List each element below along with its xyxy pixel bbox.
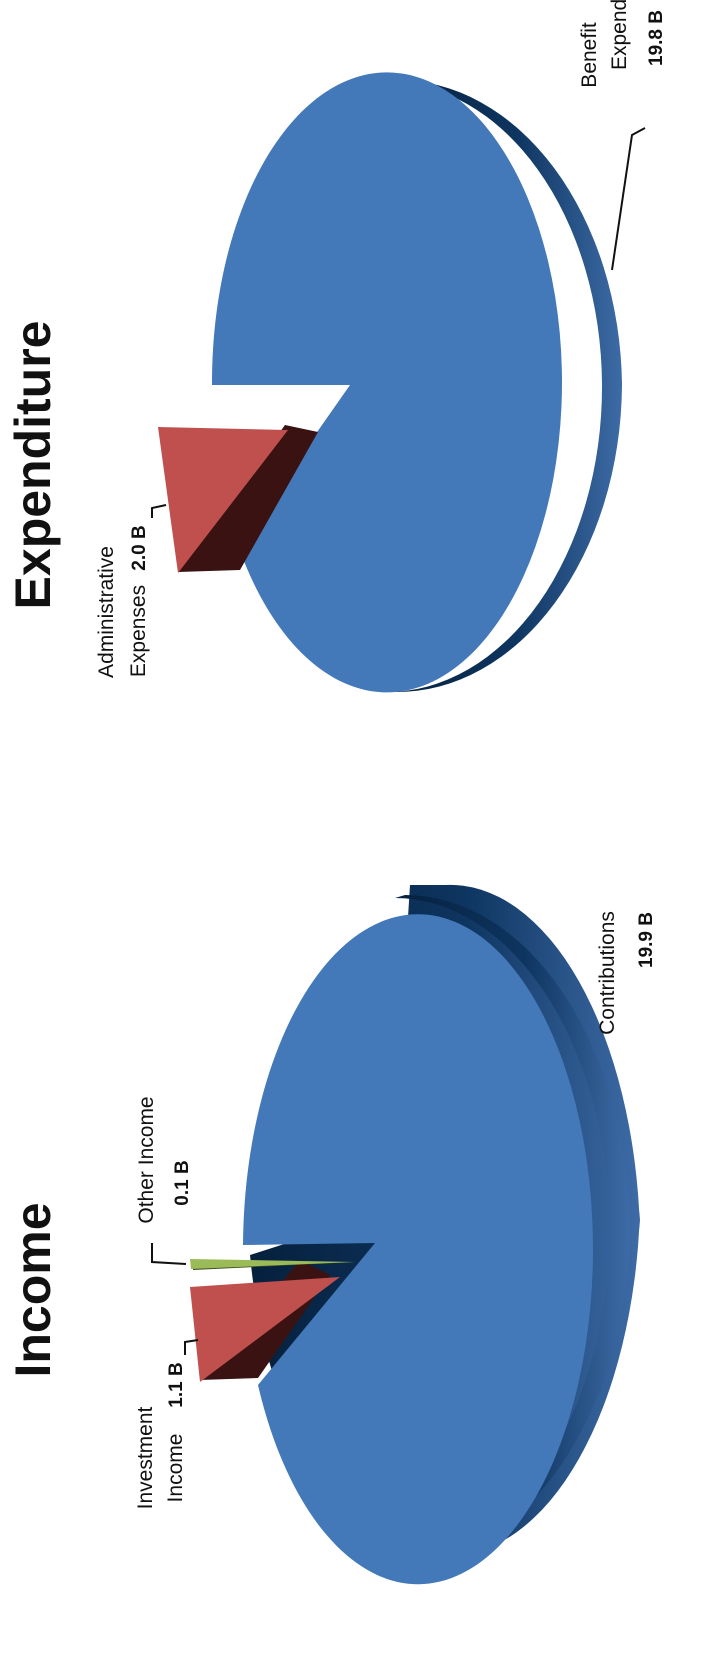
income-investment-value: 1.1 B bbox=[166, 1362, 187, 1407]
expenditure-benefit-value: 19.8 B bbox=[646, 10, 667, 66]
expenditure-benefit-leader bbox=[611, 127, 646, 271]
expenditure-admin-label-line1: Administrative bbox=[95, 546, 118, 678]
income-other-leader bbox=[151, 1243, 187, 1265]
income-title: Income bbox=[5, 1202, 61, 1377]
expenditure-benefit-slice bbox=[211, 72, 562, 693]
expenditure-benefit-label-line2: Expenditur bbox=[608, 0, 631, 70]
income-other-label: Other Income bbox=[135, 1096, 158, 1223]
income-other-value: 0.1 B bbox=[172, 1160, 193, 1205]
income-contributions-label: Contributions bbox=[596, 911, 619, 1035]
income-contributions-slice bbox=[243, 914, 593, 1585]
income-investment-leader bbox=[184, 1339, 199, 1355]
expenditure-admin-leader bbox=[151, 504, 167, 518]
expenditure-admin-slice bbox=[158, 427, 288, 573]
expenditure-chart: Expenditure Administrative Expenses 2.0 … bbox=[5, 0, 667, 693]
expenditure-benefit-label-line1: Benefit bbox=[578, 22, 601, 88]
income-investment-label-line2: Income bbox=[164, 1434, 187, 1503]
expenditure-title: Expenditure bbox=[5, 321, 61, 610]
expenditure-admin-side bbox=[178, 425, 318, 572]
income-investment-slice bbox=[190, 1277, 340, 1382]
income-investment-label-line1: Investment bbox=[134, 1406, 157, 1509]
expenditure-admin-value: 2.0 B bbox=[129, 525, 150, 570]
income-other-side bbox=[193, 1262, 355, 1270]
income-chart: Income Investment Income 1.1 B Other Inc… bbox=[5, 884, 657, 1585]
expenditure-admin-label-line2: Expenses bbox=[127, 585, 150, 677]
income-other-slice bbox=[190, 1259, 355, 1269]
income-contributions-value: 19.9 B bbox=[636, 912, 657, 968]
